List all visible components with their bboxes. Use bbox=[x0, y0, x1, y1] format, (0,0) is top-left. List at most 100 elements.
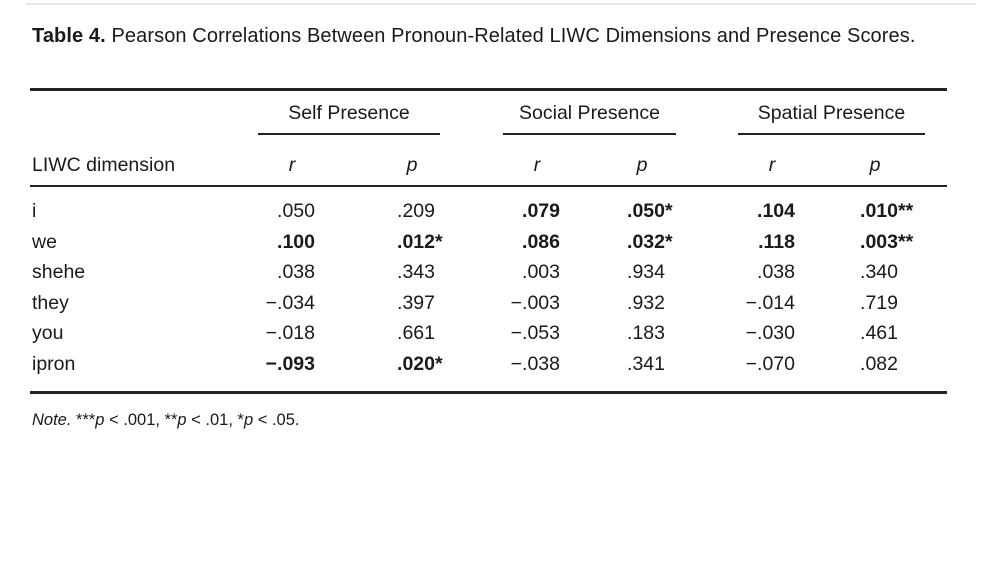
cell-value: .934 bbox=[627, 261, 665, 283]
cell-self-p: .661 bbox=[335, 318, 435, 349]
cell-spatial-p: .082 bbox=[798, 349, 898, 380]
cell-self-p: .209 bbox=[335, 196, 435, 227]
cell-self-p: .012* bbox=[397, 230, 443, 253]
cell-value: .100 bbox=[277, 230, 315, 253]
row-label: i bbox=[32, 200, 37, 222]
cell-value: .010 bbox=[860, 200, 898, 222]
cell-value: .461 bbox=[860, 322, 898, 344]
table-row-you: you −.018 .661 −.053 .183 −.030 .461 bbox=[30, 318, 947, 349]
table-top-rule bbox=[30, 88, 947, 91]
cell-self-p: .020* bbox=[397, 352, 443, 375]
cell-value: .012 bbox=[397, 230, 435, 253]
subheader-self-p: p bbox=[406, 154, 418, 176]
cell-value: .050 bbox=[627, 200, 665, 222]
subheader-self-r: r bbox=[288, 154, 296, 176]
group-header-self-presence: Self Presence bbox=[288, 102, 410, 124]
cell-value: .104 bbox=[757, 200, 795, 222]
cell-social-r: −.003 bbox=[460, 288, 560, 319]
table-title: Table 4. Pearson Correlations Between Pr… bbox=[32, 22, 932, 51]
cell-spatial-r: .038 bbox=[695, 257, 795, 288]
cell-spatial-r: .118 bbox=[695, 227, 795, 258]
cell-social-r: .003 bbox=[460, 257, 560, 288]
cell-spatial-p: .461 bbox=[798, 318, 898, 349]
table-row-i: i .050 .209 .079 .050* .104 .010** bbox=[30, 196, 947, 227]
row-label: we bbox=[32, 230, 57, 253]
cell-value: .343 bbox=[397, 261, 435, 283]
cell-value: .020 bbox=[397, 352, 435, 375]
cell-value: .341 bbox=[627, 352, 665, 375]
cell-value: −.053 bbox=[510, 322, 560, 344]
table-row-shehe: shehe .038 .343 .003 .934 .038 .340 bbox=[30, 257, 947, 288]
cell-spatial-r: −.070 bbox=[695, 349, 795, 380]
cell-value: .397 bbox=[397, 291, 435, 314]
cell-value: .118 bbox=[758, 230, 795, 253]
figure-top-edge bbox=[26, 3, 976, 5]
cell-value: .050 bbox=[277, 200, 315, 222]
cell-value: .038 bbox=[757, 261, 795, 283]
cell-social-r: −.053 bbox=[460, 318, 560, 349]
cell-value: .079 bbox=[522, 200, 560, 222]
cell-value: −.018 bbox=[265, 322, 315, 344]
cell-social-p: .050* bbox=[627, 200, 673, 222]
cell-social-p: .032* bbox=[627, 230, 673, 253]
cell-value: .340 bbox=[860, 261, 898, 283]
cell-self-r: −.018 bbox=[215, 318, 315, 349]
cell-self-p: .343 bbox=[335, 257, 435, 288]
cell-self-r: .038 bbox=[215, 257, 315, 288]
subheader-spatial-p: p bbox=[869, 154, 881, 176]
cell-value: .086 bbox=[522, 230, 560, 253]
cell-value: .661 bbox=[397, 322, 435, 344]
cell-value: .038 bbox=[277, 261, 315, 283]
cell-spatial-r: .104 bbox=[695, 196, 795, 227]
cell-value: .003 bbox=[860, 230, 898, 253]
cell-social-r: −.038 bbox=[460, 349, 560, 380]
row-label: you bbox=[32, 322, 64, 344]
table-title-number: Table 4. bbox=[32, 25, 106, 47]
cell-spatial-r: −.014 bbox=[695, 288, 795, 319]
cell-value: .003 bbox=[522, 261, 560, 283]
table-row-ipron: ipron −.093 .020* −.038 .341 −.070 .082 bbox=[30, 349, 947, 380]
cell-spatial-p: .003** bbox=[860, 230, 914, 253]
group-underline-self bbox=[258, 133, 440, 135]
group-header-spatial-presence: Spatial Presence bbox=[757, 102, 906, 124]
cell-spatial-r: −.030 bbox=[695, 318, 795, 349]
cell-social-r: .079 bbox=[460, 196, 560, 227]
cell-value: .932 bbox=[627, 291, 665, 314]
table-bottom-rule bbox=[30, 391, 947, 394]
row-label: they bbox=[32, 291, 69, 314]
cell-value: .209 bbox=[397, 200, 435, 222]
cell-self-p: .397 bbox=[335, 288, 435, 319]
cell-value: −.003 bbox=[510, 291, 560, 314]
table-row-they: they −.034 .397 −.003 .932 −.014 .719 bbox=[30, 288, 947, 319]
subheader-social-p: p bbox=[636, 154, 648, 176]
table-note: Note. ***p < .001, **p < .01, *p < .05. bbox=[32, 411, 300, 429]
subheader-social-r: r bbox=[533, 154, 541, 176]
column-header-liwc-dimension: LIWC dimension bbox=[32, 154, 176, 176]
header-bottom-rule bbox=[30, 185, 947, 187]
cell-social-p: .183 bbox=[565, 318, 665, 349]
group-underline-social bbox=[503, 133, 676, 135]
cell-self-r: .100 bbox=[215, 227, 315, 258]
cell-self-r: −.034 bbox=[215, 288, 315, 319]
cell-social-p: .932 bbox=[565, 288, 665, 319]
cell-social-p: .341 bbox=[565, 349, 665, 380]
table-row-we: we .100 .012* .086 .032* .118 .003** bbox=[30, 227, 947, 258]
group-header-social-presence: Social Presence bbox=[519, 102, 660, 124]
cell-value: −.038 bbox=[510, 352, 560, 375]
cell-value: −.014 bbox=[745, 291, 795, 314]
table-title-text: Pearson Correlations Between Pronoun-Rel… bbox=[105, 25, 916, 47]
cell-value: −.034 bbox=[265, 291, 315, 314]
cell-spatial-p: .340 bbox=[798, 257, 898, 288]
table-body: i .050 .209 .079 .050* .104 .010** we .1… bbox=[30, 196, 947, 379]
group-underline-spatial bbox=[738, 133, 925, 135]
row-label: ipron bbox=[32, 352, 76, 375]
row-label: shehe bbox=[32, 261, 86, 283]
cell-value: −.030 bbox=[745, 322, 795, 344]
cell-value: .032 bbox=[627, 230, 665, 253]
cell-spatial-p: .010** bbox=[860, 200, 914, 222]
cell-value: .719 bbox=[860, 291, 898, 314]
cell-spatial-p: .719 bbox=[798, 288, 898, 319]
cell-self-r: .050 bbox=[215, 196, 315, 227]
cell-self-r: −.093 bbox=[215, 349, 315, 380]
